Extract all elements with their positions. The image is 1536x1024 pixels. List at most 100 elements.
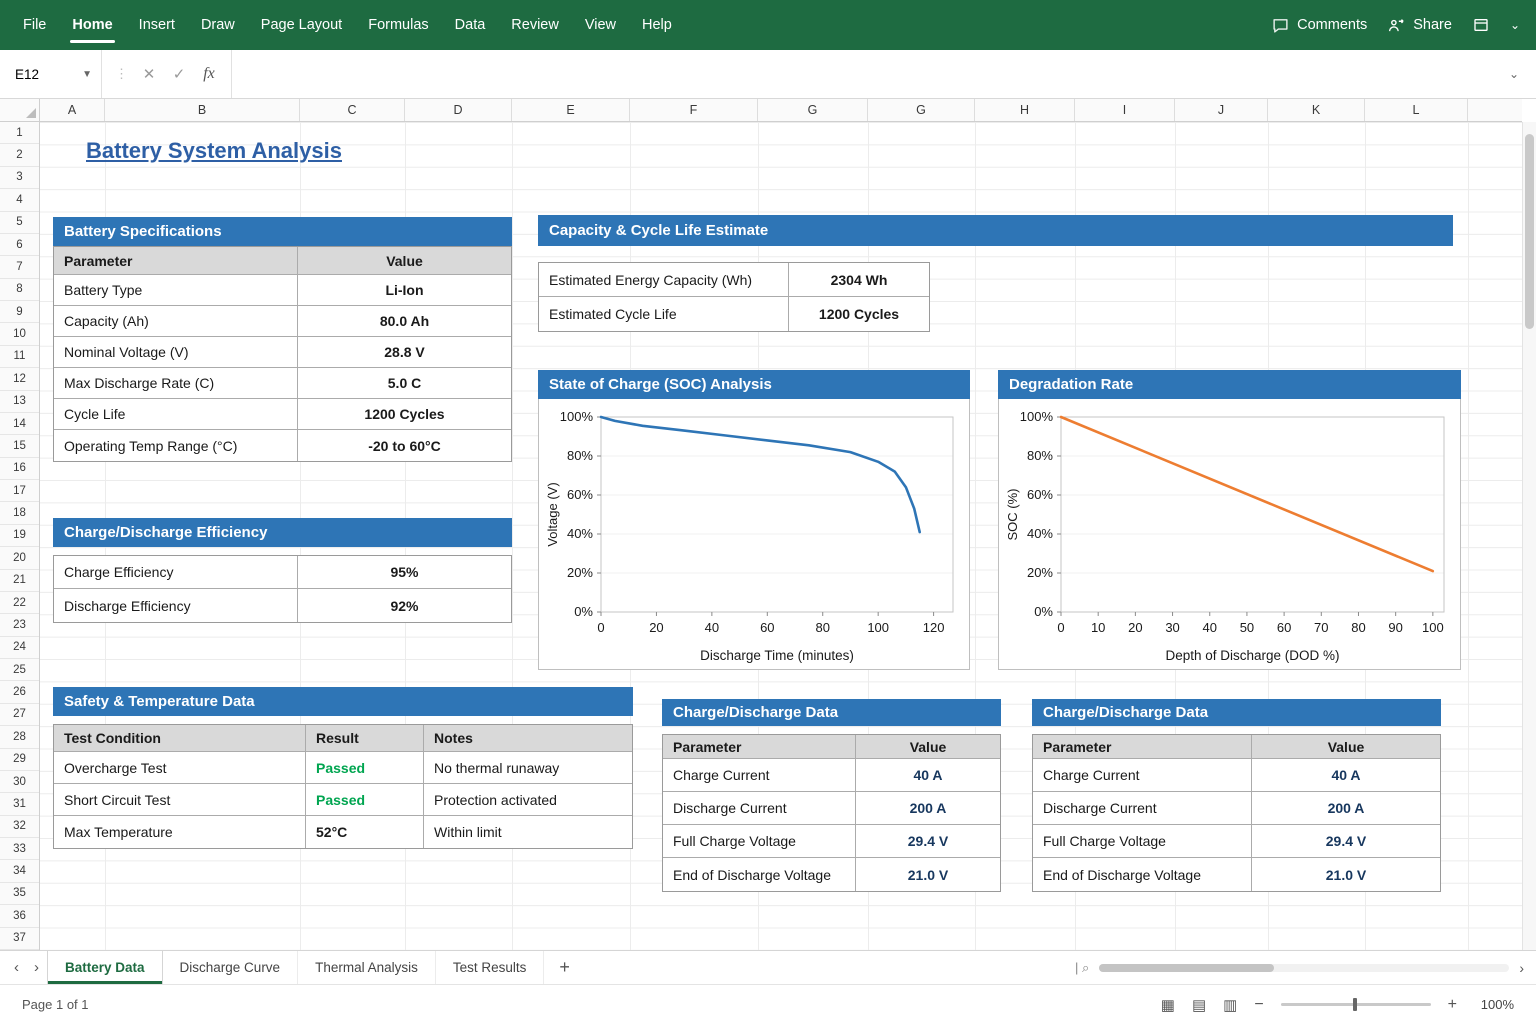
- row-header-18[interactable]: 18: [0, 502, 39, 525]
- capacity-value-cell[interactable]: 2304 Wh: [830, 271, 888, 288]
- row-header-27[interactable]: 27: [0, 704, 39, 727]
- spec-value-cell[interactable]: -20 to 60°C: [368, 437, 441, 454]
- row-header-5[interactable]: 5: [0, 212, 39, 234]
- row-header-26[interactable]: 26: [0, 681, 39, 704]
- safety-test-cell[interactable]: Max Temperature: [54, 816, 306, 848]
- safety-test-cell[interactable]: Short Circuit Test: [54, 784, 306, 815]
- column-header-E-4[interactable]: E: [512, 99, 630, 121]
- row-header-30[interactable]: 30: [0, 771, 39, 794]
- spec-value-cell[interactable]: Li-Ion: [385, 282, 424, 298]
- vertical-scrollbar[interactable]: [1522, 122, 1536, 950]
- prev-sheet-button[interactable]: ‹: [14, 959, 19, 976]
- sheet-tab-thermal-analysis[interactable]: Thermal Analysis: [298, 951, 436, 984]
- insert-function-icon[interactable]: fx: [203, 65, 215, 82]
- row-header-22[interactable]: 22: [0, 592, 39, 615]
- safety-notes-cell[interactable]: No thermal runaway: [434, 759, 560, 776]
- safety-notes-cell[interactable]: Protection activated: [434, 791, 557, 808]
- zoom-slider[interactable]: [1280, 998, 1431, 1011]
- row-header-20[interactable]: 20: [0, 547, 39, 570]
- cancel-icon[interactable]: ✕: [142, 66, 156, 83]
- column-header-G-6[interactable]: G: [758, 99, 868, 121]
- row-header-9[interactable]: 9: [0, 301, 39, 324]
- sheet-tab-test-results[interactable]: Test Results: [436, 951, 545, 984]
- spec-value-cell[interactable]: 28.8 V: [384, 344, 425, 360]
- row-header-34[interactable]: 34: [0, 860, 39, 883]
- name-box-chevron-icon[interactable]: ▼: [82, 68, 92, 80]
- column-header-F-5[interactable]: F: [630, 99, 758, 121]
- row-header-4[interactable]: 4: [0, 189, 39, 212]
- column-header-J-10[interactable]: J: [1175, 99, 1268, 121]
- menu-page-layout[interactable]: Page Layout: [260, 17, 343, 33]
- row-header-36[interactable]: 36: [0, 905, 39, 928]
- degradation-chart[interactable]: Degradation Rate 0% 20% 40% 60% 80% 100% 0 10 20…: [998, 370, 1461, 670]
- row-header-3[interactable]: 3: [0, 167, 39, 190]
- cd-param-cell[interactable]: Full Charge Voltage: [663, 825, 856, 857]
- cd-param-cell[interactable]: End of Discharge Voltage: [1033, 858, 1252, 891]
- zoom-in-button[interactable]: +: [1447, 995, 1457, 1013]
- zoom-out-button[interactable]: −: [1254, 995, 1264, 1013]
- formula-bar-expand-icon[interactable]: ⌄: [1508, 67, 1520, 81]
- row-header-7[interactable]: 7: [0, 256, 39, 279]
- capacity-label-cell[interactable]: Estimated Cycle Life: [539, 297, 789, 331]
- zoom-level[interactable]: 100%: [1480, 997, 1514, 1012]
- safety-notes-cell[interactable]: Within limit: [434, 824, 502, 840]
- efficiency-label-cell[interactable]: Discharge Efficiency: [54, 589, 298, 622]
- row-header-24[interactable]: 24: [0, 637, 39, 659]
- column-header-K-11[interactable]: K: [1268, 99, 1365, 121]
- spec-param-cell[interactable]: Battery Type: [54, 275, 298, 305]
- cd-value-cell[interactable]: 21.0 V: [1325, 866, 1367, 883]
- capacity-label-cell[interactable]: Estimated Energy Capacity (Wh): [539, 263, 789, 296]
- comments-button[interactable]: Comments: [1272, 17, 1367, 34]
- cd-value-cell[interactable]: 40 A: [913, 767, 943, 783]
- cd-param-cell[interactable]: Discharge Current: [1033, 792, 1252, 824]
- row-header-17[interactable]: 17: [0, 480, 39, 503]
- sheet-options-icon[interactable]: | ⌕: [1075, 959, 1090, 975]
- horizontal-scrollbar-thumb[interactable]: [1099, 963, 1275, 972]
- spec-value-cell[interactable]: 1200 Cycles: [364, 406, 445, 422]
- capacity-value-cell[interactable]: 1200 Cycles: [818, 306, 900, 322]
- sheet-tab-battery-data[interactable]: Battery Data: [47, 951, 163, 984]
- safety-test-cell[interactable]: Overcharge Test: [54, 752, 306, 783]
- row-header-31[interactable]: 31: [0, 793, 39, 816]
- safety-result-cell[interactable]: Passed: [306, 752, 424, 783]
- add-sheet-button[interactable]: +: [559, 957, 570, 977]
- row-header-8[interactable]: 8: [0, 279, 39, 301]
- row-header-1[interactable]: 1: [0, 122, 39, 145]
- row-header-35[interactable]: 35: [0, 883, 39, 906]
- scroll-right-icon[interactable]: ›: [1519, 959, 1524, 976]
- enter-icon[interactable]: ✓: [172, 66, 186, 83]
- cd-param-cell[interactable]: Charge Current: [1033, 759, 1252, 791]
- column-header-G-7[interactable]: G: [868, 99, 975, 121]
- row-header-19[interactable]: 19: [0, 525, 39, 548]
- column-header-B-1[interactable]: B: [105, 99, 300, 121]
- name-box[interactable]: E12 ▼: [0, 50, 102, 98]
- column-header-C-2[interactable]: C: [300, 99, 405, 121]
- safety-result-cell[interactable]: Passed: [306, 784, 424, 815]
- zoom-slider-thumb[interactable]: [1352, 998, 1357, 1011]
- row-header-21[interactable]: 21: [0, 570, 39, 592]
- row-header-28[interactable]: 28: [0, 726, 39, 749]
- cd-value-cell[interactable]: 21.0 V: [907, 866, 949, 883]
- select-all-corner[interactable]: [0, 99, 40, 122]
- ribbon-collapse-chevron-icon[interactable]: ⌄: [1509, 18, 1520, 32]
- ribbon-layout-icon[interactable]: [1472, 17, 1490, 33]
- page-break-view-icon[interactable]: ▥: [1223, 996, 1238, 1014]
- column-header-D-3[interactable]: D: [405, 99, 512, 121]
- cd-param-cell[interactable]: Full Charge Voltage: [1033, 825, 1252, 857]
- cd-param-cell[interactable]: End of Discharge Voltage: [663, 858, 856, 891]
- cd-value-cell[interactable]: 29.4 V: [1325, 833, 1367, 849]
- next-sheet-button[interactable]: ›: [34, 959, 39, 976]
- cd-value-cell[interactable]: 40 A: [1331, 767, 1361, 783]
- safety-result-cell[interactable]: 52°C: [306, 816, 424, 848]
- menu-review[interactable]: Review: [511, 17, 559, 33]
- page-layout-view-icon[interactable]: ▤: [1191, 996, 1207, 1014]
- row-header-29[interactable]: 29: [0, 749, 39, 771]
- row-header-37[interactable]: 37: [0, 928, 39, 950]
- spec-param-cell[interactable]: Operating Temp Range (°C): [54, 430, 298, 461]
- row-header-2[interactable]: 2: [0, 144, 39, 167]
- row-header-12[interactable]: 12: [0, 368, 39, 391]
- spec-param-cell[interactable]: Nominal Voltage (V): [54, 337, 298, 367]
- row-header-6[interactable]: 6: [0, 234, 39, 257]
- menu-file[interactable]: File: [23, 17, 47, 33]
- spec-value-cell[interactable]: 5.0 C: [387, 375, 422, 391]
